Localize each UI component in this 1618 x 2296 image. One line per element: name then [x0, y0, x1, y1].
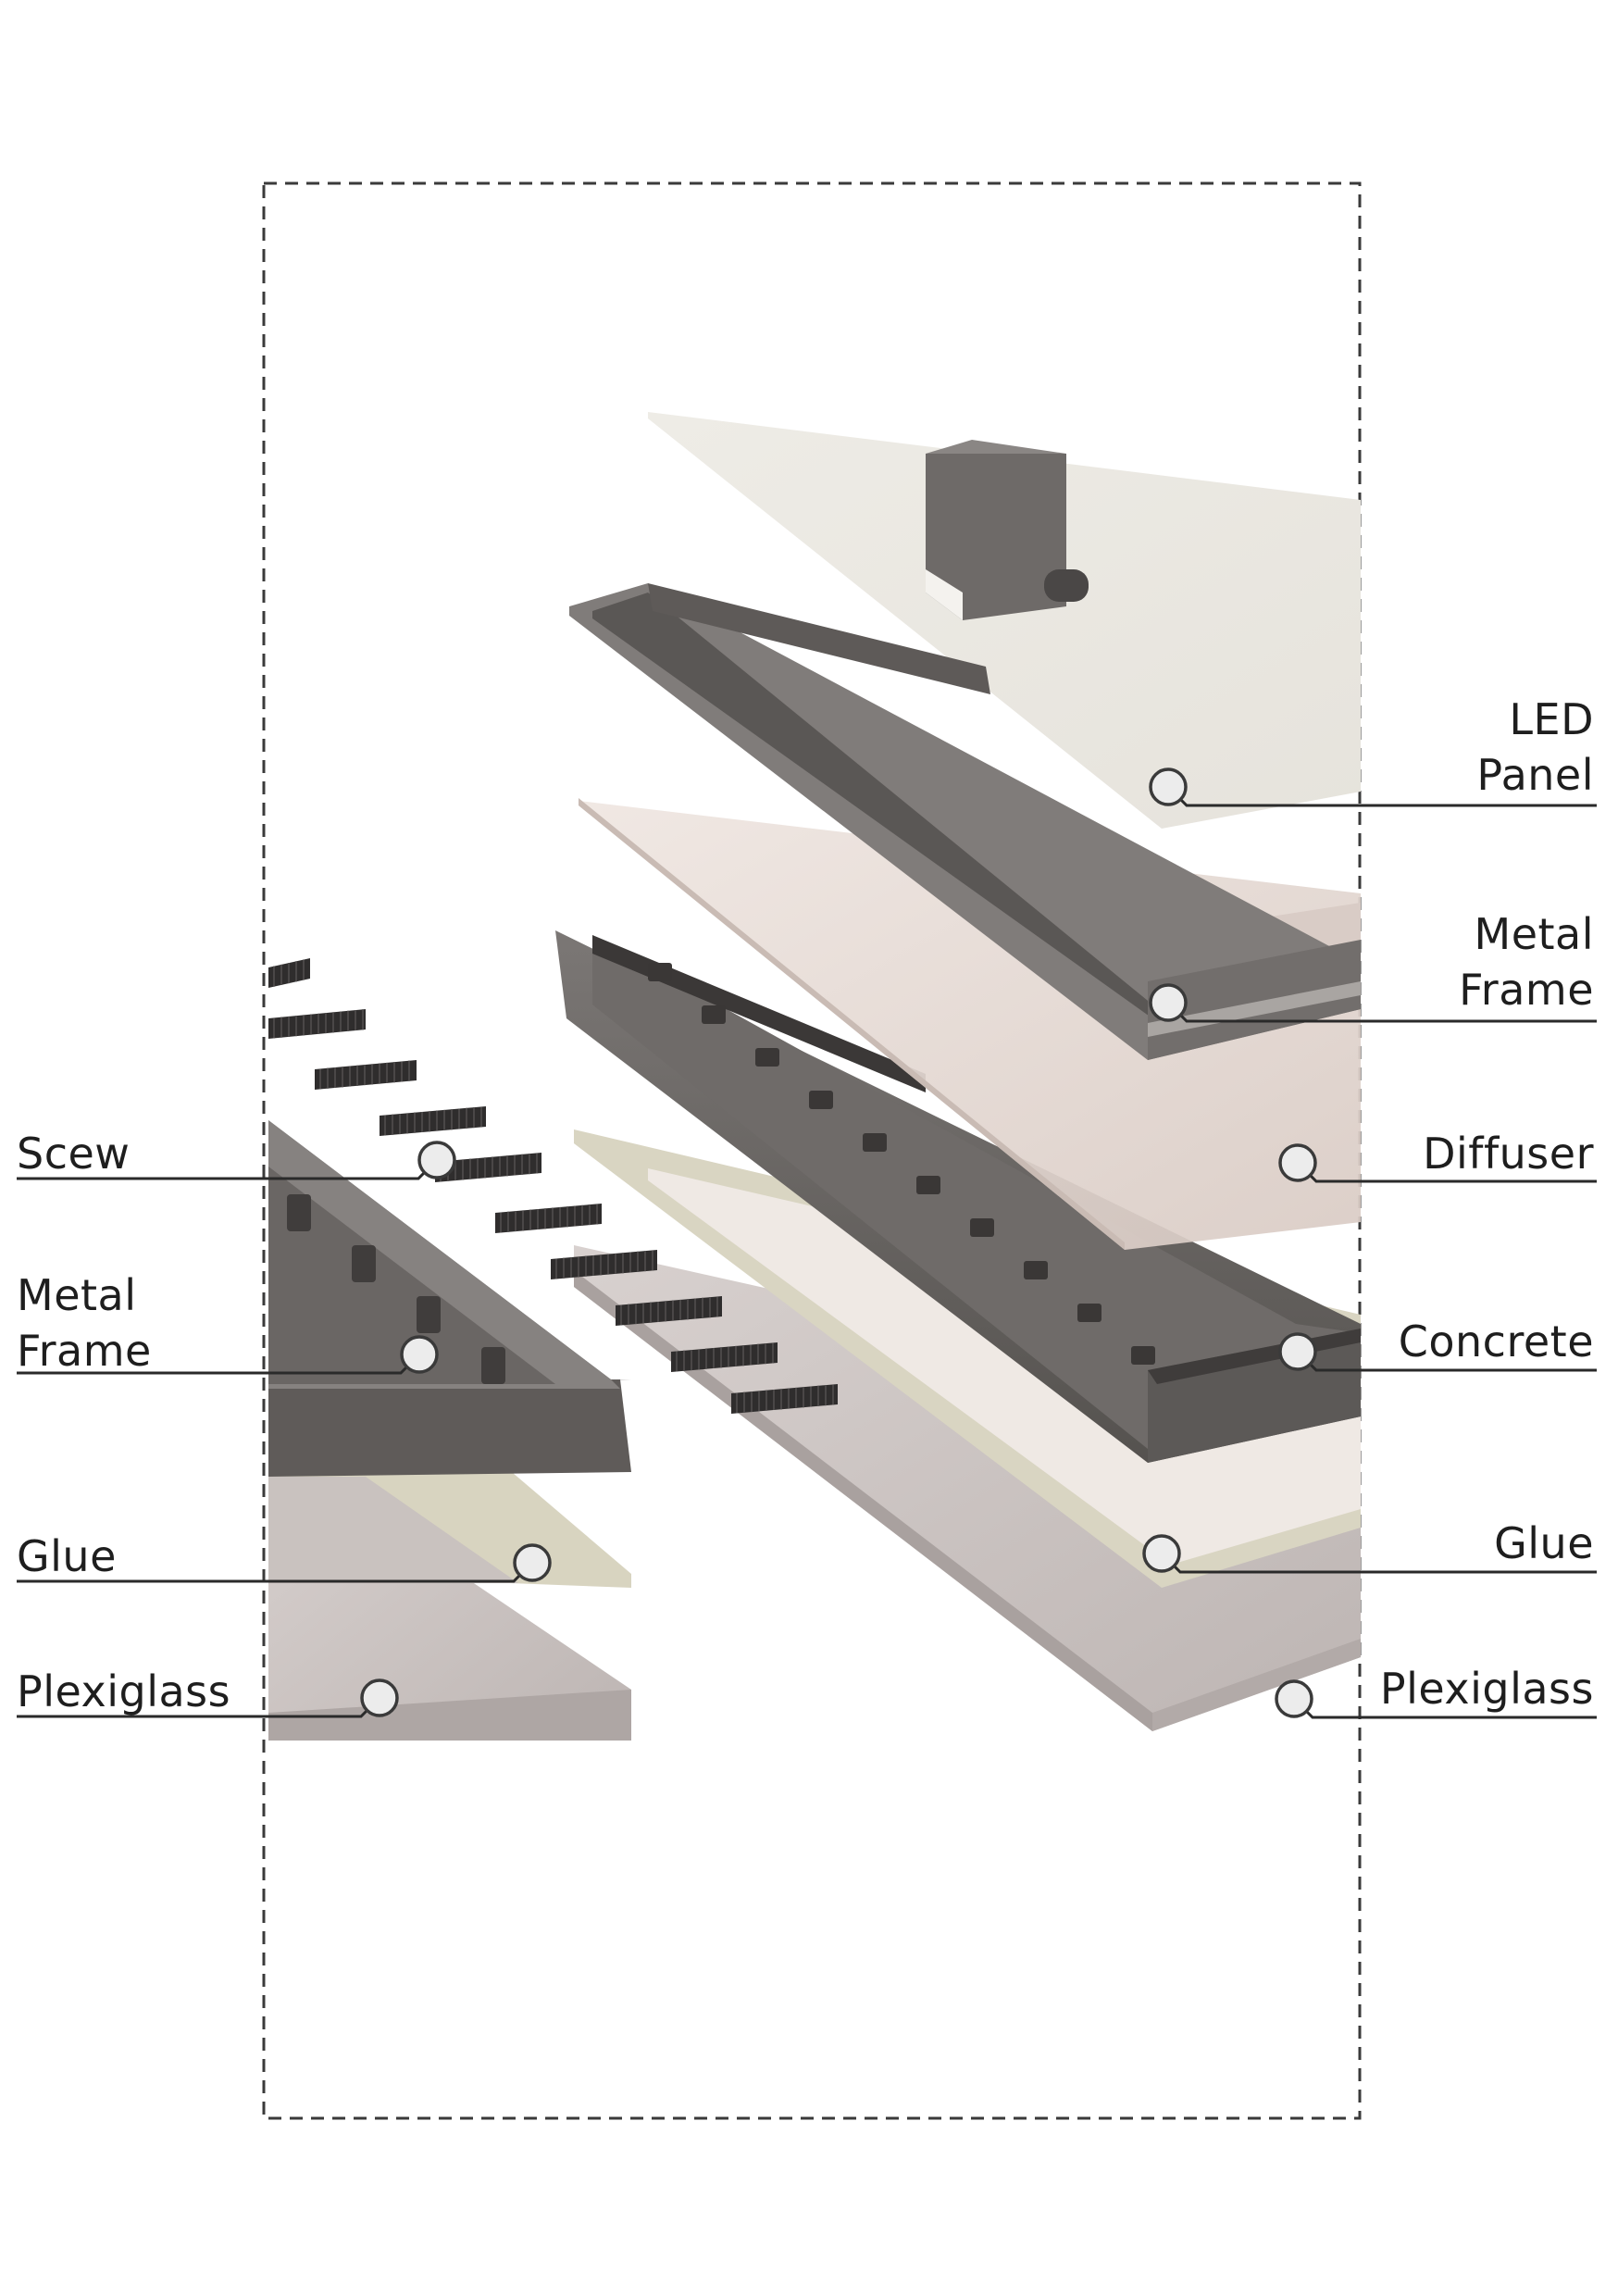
screw: [671, 1342, 778, 1372]
bolt: [1077, 1304, 1101, 1322]
marker-dot: [1149, 767, 1188, 806]
led-connector: [1044, 569, 1089, 602]
plexiglass-sheet-right: [574, 1245, 1361, 1731]
left-stack: [268, 958, 838, 1741]
label-text: Plexiglass: [17, 1666, 230, 1716]
screw-set: [268, 958, 838, 1414]
callout-scew: Scew: [17, 1129, 456, 1180]
bolt: [809, 1091, 833, 1109]
bolt: [481, 1347, 505, 1384]
marker-dot: [417, 1141, 456, 1179]
label-text: Concrete: [1399, 1316, 1594, 1366]
label-text: Metal: [17, 1270, 137, 1320]
screw: [380, 1106, 486, 1136]
bolt: [702, 1005, 726, 1024]
bolt: [863, 1133, 887, 1152]
label-text: Panel: [1476, 750, 1594, 800]
bolt: [352, 1245, 376, 1282]
glue-sheet-right: [574, 1129, 1361, 1588]
metal-frame-upper: [569, 583, 1361, 1060]
bolt: [755, 1048, 779, 1067]
concrete-frame: [555, 930, 1361, 1463]
marker-dot: [513, 1543, 552, 1582]
marker-dot: [1142, 1534, 1181, 1573]
bolt: [970, 1218, 994, 1237]
bolt: [417, 1296, 441, 1333]
marker-dot: [1278, 1143, 1317, 1182]
label-text: Metal: [1475, 909, 1595, 959]
frame-bolts: [648, 963, 1155, 1365]
marker-dot: [1275, 1679, 1313, 1718]
boundary-box: [262, 181, 1362, 2120]
callout-metal-frame-right: Metal Frame: [1149, 909, 1597, 1023]
callout-glue-left: Glue: [17, 1531, 552, 1583]
screw: [315, 1060, 417, 1090]
left-frame-bolts: [287, 1194, 505, 1384]
screw: [268, 958, 310, 988]
marker-dot: [1149, 983, 1188, 1022]
bolt: [1131, 1346, 1155, 1365]
callout-led-panel: LED Panel: [1149, 694, 1597, 807]
label-text: Frame: [17, 1326, 152, 1376]
marker-dot: [400, 1335, 439, 1374]
bolt: [1024, 1261, 1048, 1279]
metal-frame-left-part: [268, 1120, 631, 1477]
callout-metal-frame-left: Metal Frame: [17, 1270, 439, 1376]
label-text: Glue: [1494, 1518, 1594, 1568]
label-text: Scew: [17, 1129, 130, 1179]
callout-plexiglass-left: Plexiglass: [17, 1666, 399, 1718]
bolt: [648, 963, 672, 981]
bolt: [916, 1176, 940, 1194]
label-text: Diffuser: [1423, 1129, 1594, 1179]
label-text: Glue: [17, 1531, 117, 1581]
led-panel-sheet: [648, 412, 1361, 829]
marker-dot: [360, 1678, 399, 1717]
led-driver-box: [926, 454, 1066, 620]
screw: [616, 1296, 722, 1326]
marker-dot: [1278, 1332, 1317, 1371]
callouts: LED Panel Metal Frame Diffuser Concrete Glue Pl…: [17, 694, 1597, 1719]
callout-glue-right: Glue: [1142, 1518, 1597, 1574]
screw: [551, 1250, 657, 1279]
right-stack: [555, 412, 1361, 1731]
callout-concrete: Concrete: [1278, 1316, 1597, 1372]
screw: [268, 1009, 366, 1039]
callout-plexiglass-right: Plexiglass: [1275, 1664, 1597, 1719]
screw: [495, 1204, 602, 1233]
callout-diffuser: Diffuser: [1278, 1129, 1597, 1183]
screw: [731, 1384, 838, 1414]
label-text: LED: [1509, 694, 1594, 744]
label-text: Frame: [1459, 965, 1594, 1015]
screw: [435, 1153, 541, 1182]
label-text: Plexiglass: [1380, 1664, 1594, 1714]
bolt: [287, 1194, 311, 1231]
